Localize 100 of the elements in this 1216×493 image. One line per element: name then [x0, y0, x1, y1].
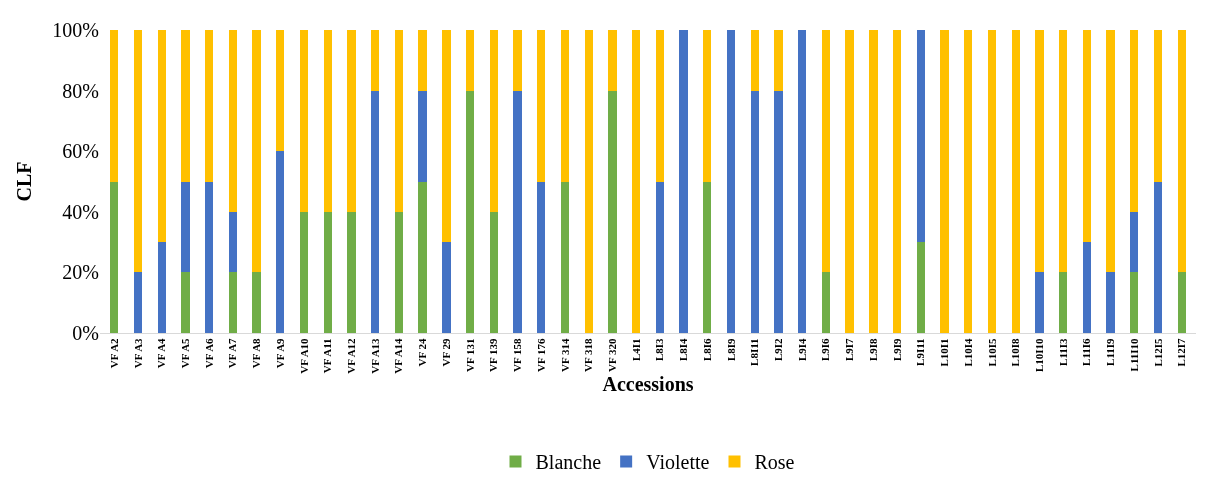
bar [631, 30, 641, 333]
bar [442, 30, 451, 243]
bar [750, 30, 759, 91]
x-tick-label: VF A5 [178, 337, 191, 369]
bar [1059, 30, 1068, 273]
bar [394, 30, 404, 212]
bar [133, 272, 143, 333]
y-tick-label: 80% [62, 79, 99, 102]
x-tick-label: VF A2 [107, 337, 120, 369]
bar [560, 181, 570, 333]
bar [679, 30, 688, 333]
bar [513, 30, 522, 91]
x-tick-label: L12I7 [1175, 337, 1188, 367]
bar [181, 30, 190, 182]
bar [489, 30, 498, 212]
x-tick-label: L11I6 [1080, 337, 1093, 366]
bar [157, 242, 166, 333]
y-tick-label: 100% [52, 19, 99, 41]
bar [964, 30, 973, 333]
bar [1177, 30, 1186, 273]
bar [1059, 272, 1068, 333]
bar [821, 272, 831, 333]
bar [228, 30, 237, 212]
x-tick-label: VF A3 [131, 337, 144, 369]
x-tick-label: L12I5 [1151, 337, 1164, 367]
x-tick-label: VF 320 [605, 337, 618, 372]
bar [537, 181, 546, 333]
x-tick-label: L9I9 [890, 337, 903, 362]
x-tick-label: L8I11 [748, 338, 761, 366]
x-tick-label: VF A10 [297, 337, 310, 374]
x-tick-label: VF A9 [273, 337, 286, 369]
x-tick-label: VF 176 [534, 337, 547, 372]
x-tick-label: L8I6 [700, 337, 713, 362]
bar [703, 181, 712, 333]
bar [418, 181, 427, 333]
bar [1035, 272, 1044, 333]
bar [940, 30, 949, 333]
bar [204, 181, 214, 333]
bar [1106, 272, 1115, 333]
bar [1130, 272, 1139, 333]
bar [252, 272, 261, 333]
x-tick-label: VF A14 [392, 337, 405, 374]
x-tick-label: VF 139 [487, 337, 500, 372]
bar [987, 30, 997, 333]
x-tick-label: L11I3 [1056, 337, 1069, 366]
x-tick-label: VF A12 [345, 337, 358, 374]
x-tick-label: VF A7 [226, 337, 239, 369]
bar [323, 211, 332, 333]
bar [133, 30, 143, 273]
x-tick-label: VF A13 [368, 337, 381, 374]
x-tick-label: L8I4 [677, 337, 690, 362]
bar [1130, 211, 1139, 273]
bar [1153, 30, 1163, 182]
bar [1011, 30, 1020, 333]
bar [442, 242, 451, 333]
bar [560, 30, 570, 182]
bar [252, 30, 261, 273]
x-tick-label: L10I8 [1009, 337, 1022, 367]
x-axis-title: Accessions [602, 373, 694, 396]
bar [347, 211, 356, 333]
x-tick-label: L8I3 [653, 337, 666, 362]
bar [1035, 30, 1044, 273]
bar [916, 242, 925, 333]
bar [371, 90, 380, 333]
bar [110, 30, 119, 182]
bar [299, 30, 309, 212]
x-tick-label: L10I5 [985, 337, 998, 367]
bar [750, 90, 759, 333]
y-tick-label: 60% [62, 140, 99, 163]
bar [608, 90, 617, 333]
legend-label: Rose [754, 451, 795, 474]
x-tick-label: L10I4 [961, 337, 974, 367]
x-tick-label: L9I7 [843, 337, 856, 362]
x-tick-label: VF A4 [155, 337, 168, 369]
bar [821, 30, 831, 273]
bar [1082, 242, 1092, 333]
x-tick-label: VF 24 [416, 337, 429, 367]
bar [1130, 30, 1139, 212]
bar [916, 30, 925, 243]
bar [181, 272, 190, 333]
x-tick-label: L11I10 [1127, 337, 1140, 372]
bar [299, 211, 309, 333]
bar [1153, 181, 1163, 333]
bar [276, 30, 285, 152]
bar [371, 30, 380, 91]
bar [1177, 272, 1186, 333]
bar [228, 272, 237, 333]
y-tick-label: 40% [62, 200, 99, 223]
x-tick-label: VF 318 [582, 337, 595, 372]
x-tick-label: L9I4 [795, 337, 808, 362]
x-tick-label: L9I6 [819, 337, 832, 362]
bar [465, 30, 475, 91]
x-tick-label: VF 314 [558, 337, 571, 372]
bar [157, 30, 166, 243]
legend-label: Blanche [535, 451, 602, 474]
bar [418, 90, 427, 182]
x-tick-label: L10I10 [1033, 337, 1046, 373]
x-tick-label: L9I2 [772, 337, 785, 362]
bar [798, 30, 807, 333]
legend-label: Violette [646, 451, 710, 474]
